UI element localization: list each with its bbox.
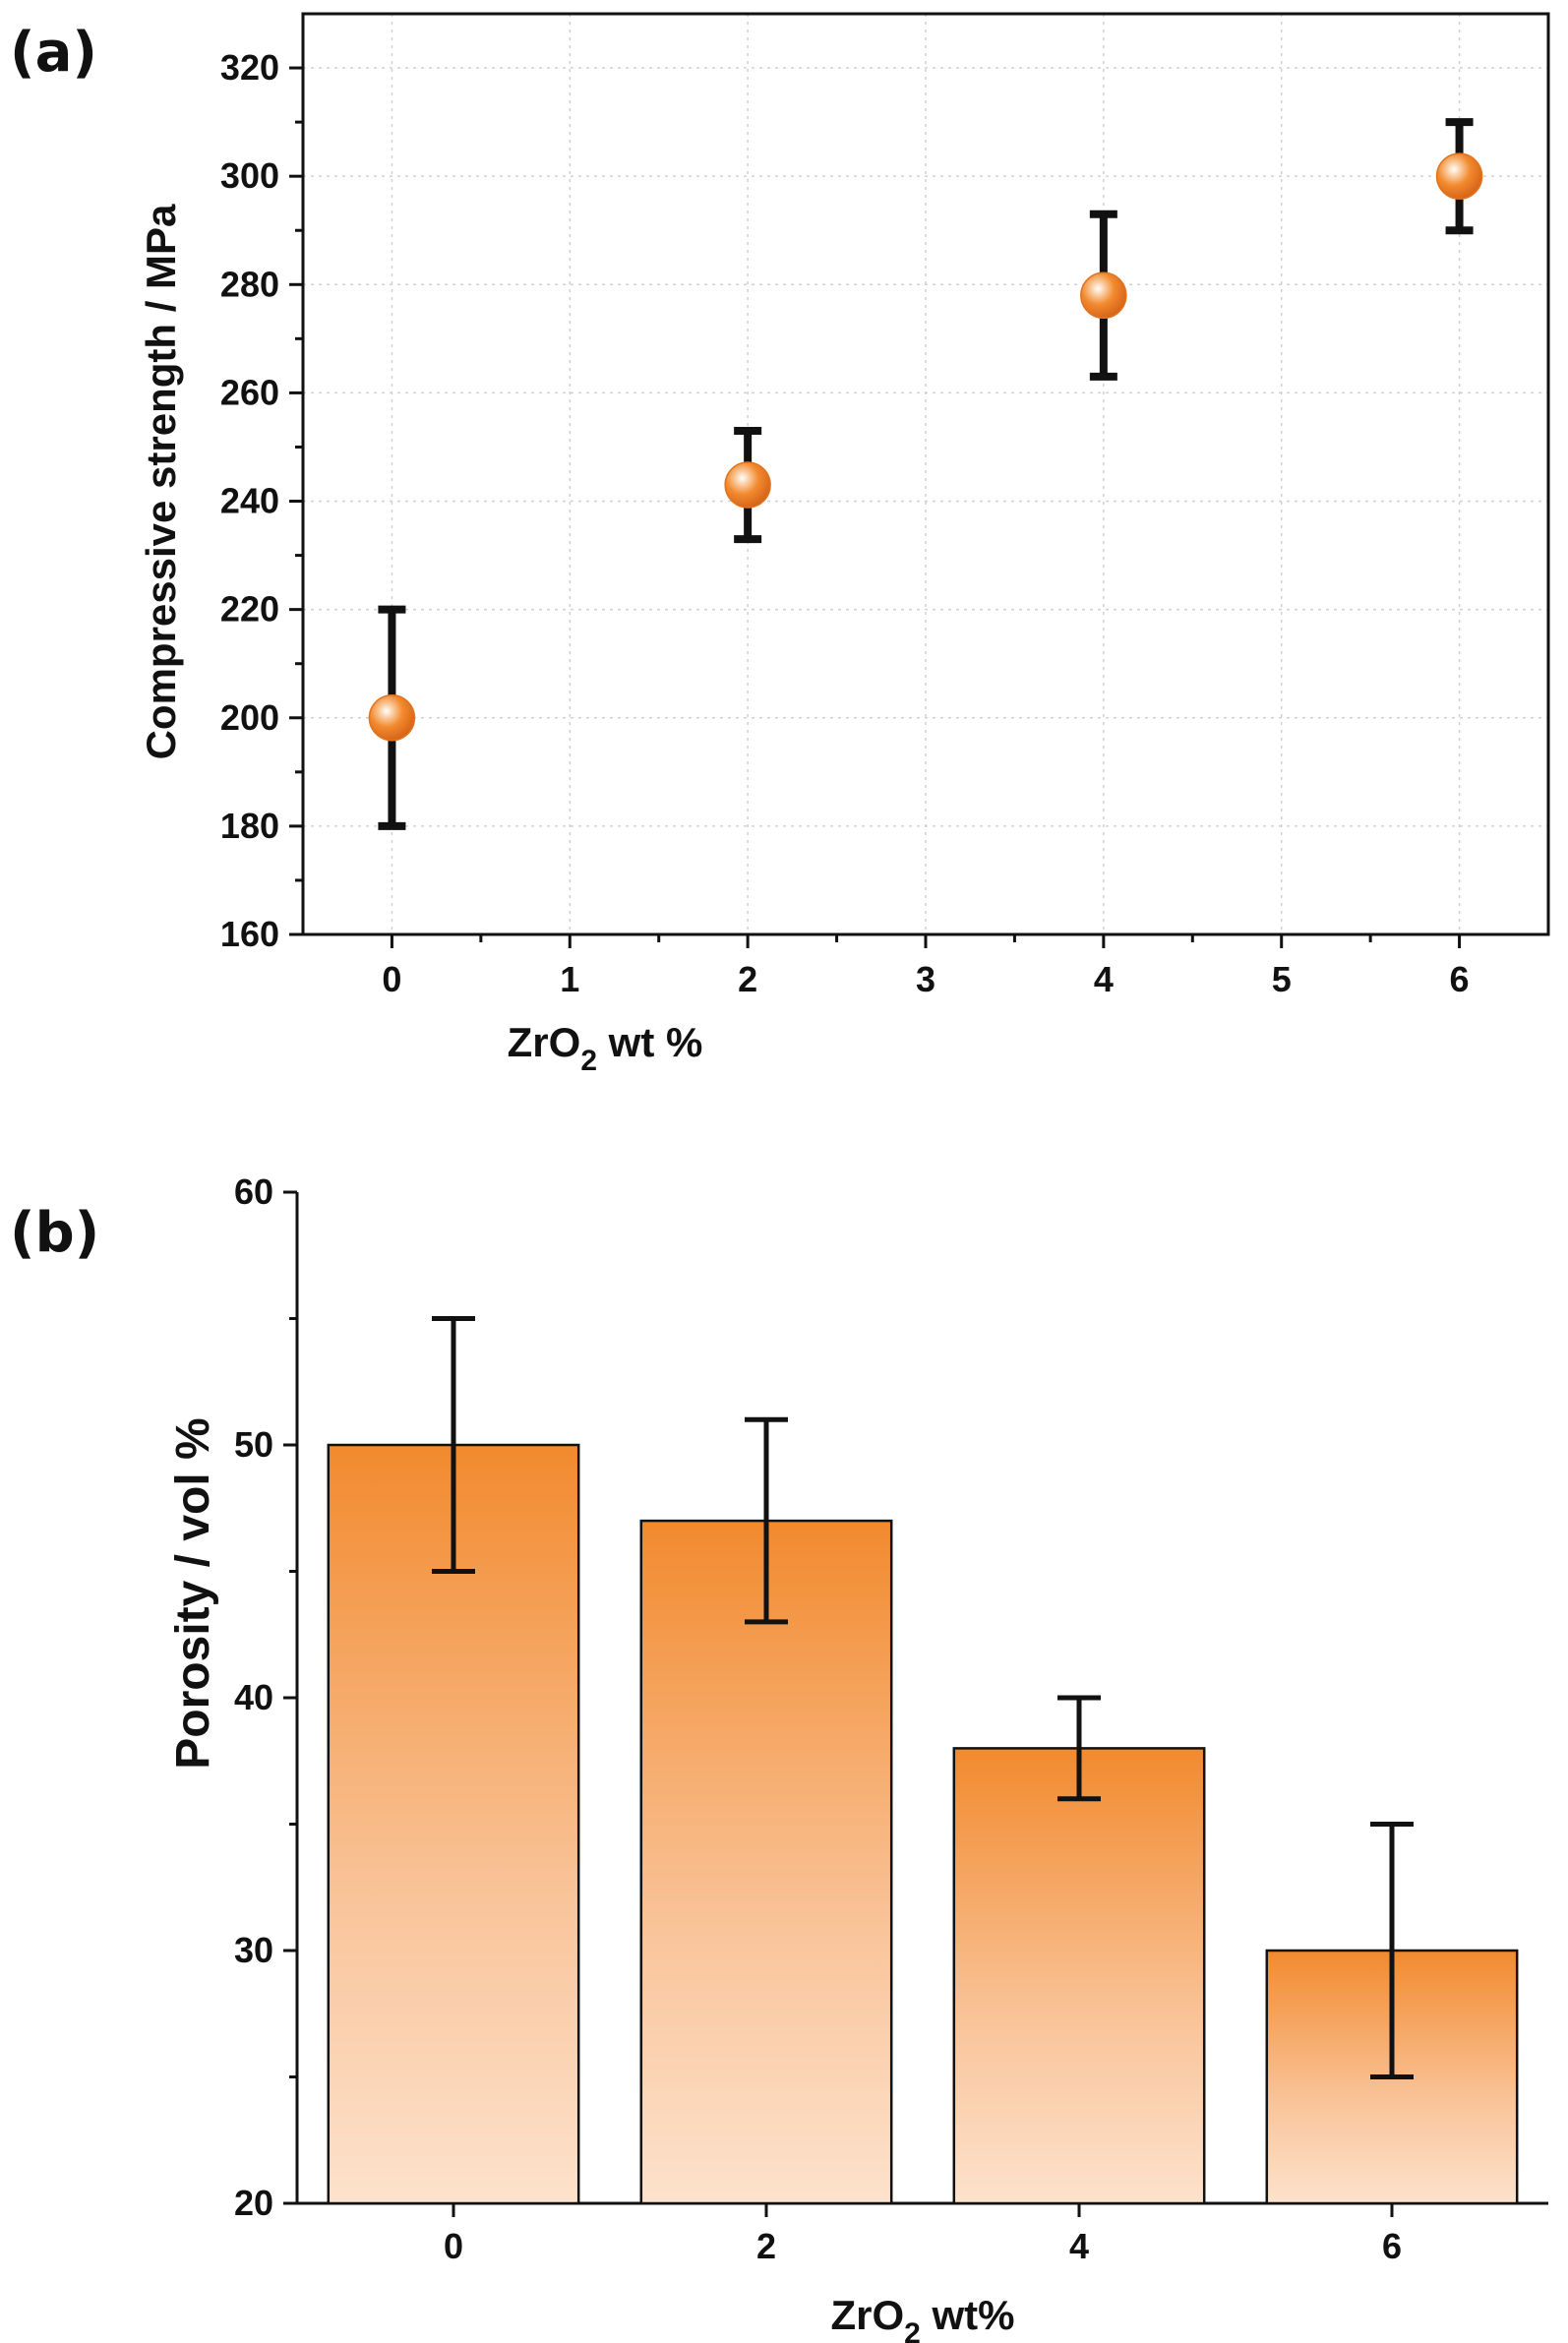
- x-tick-label-2: 2: [756, 2226, 776, 2266]
- y-tick-label-220: 220: [220, 589, 279, 630]
- panel-b-y-axis-title: Porosity / vol %: [167, 1417, 219, 1769]
- y-tick-label-30: 30: [234, 1930, 273, 1970]
- y-tick-label-300: 300: [220, 155, 279, 196]
- y-tick-label-280: 280: [220, 264, 279, 304]
- panel-b-tick-labels: 0 2 4 6 20 30 40 50 60: [234, 1172, 1402, 2266]
- panel-b-x-axis-title: ZrO2 wt%: [830, 2292, 1014, 2343]
- data-point-marker: [368, 694, 416, 742]
- x-tick-label-0: 0: [444, 2226, 463, 2266]
- panel-a-label: (a): [10, 21, 97, 85]
- panel-a-compressive-strength: (a) 0 1 2 3 4 5 6 160 180 200 220 240 260 280 300 320 C…: [10, 12, 1550, 1077]
- bar-4: [952, 1747, 1206, 2205]
- data-point-marker: [1080, 271, 1127, 320]
- x-tick-label-5: 5: [1272, 959, 1292, 999]
- panel-a-axes: [289, 12, 1550, 948]
- data-point-group: [1080, 210, 1127, 381]
- x-tick-label-0: 0: [382, 959, 401, 999]
- panel-a-tick-labels: 0 1 2 3 4 5 6 160 180 200 220 240 260 280 300 320: [220, 47, 1470, 999]
- x-tick-label-4: 4: [1094, 959, 1114, 999]
- plot-frame: [301, 12, 1550, 936]
- data-point-group: [368, 605, 416, 830]
- y-tick-label-20: 20: [234, 2183, 273, 2223]
- y-tick-label-40: 40: [234, 1677, 273, 1717]
- x-tick-label-6: 6: [1450, 959, 1470, 999]
- data-point-marker: [724, 461, 771, 509]
- y-tick-label-50: 50: [234, 1424, 273, 1465]
- y-tick-label-160: 160: [220, 914, 279, 954]
- x-tick-label-1: 1: [560, 959, 579, 999]
- panel-a-x-title-tail: wt %: [597, 1019, 702, 1065]
- x-tick-label-6: 6: [1382, 2226, 1402, 2266]
- panel-a-y-axis-title: Compressive strength / MPa: [138, 204, 184, 759]
- y-tick-label-260: 260: [220, 372, 279, 412]
- y-tick-label-240: 240: [220, 481, 279, 521]
- panel-a-grid: [303, 14, 1548, 935]
- y-tick-label-200: 200: [220, 697, 279, 738]
- panel-b-x-title-sub: 2: [904, 2317, 921, 2343]
- panel-b-x-title-main: ZrO: [830, 2292, 904, 2338]
- x-tick-label-3: 3: [916, 959, 935, 999]
- panel-a-x-axis-title: ZrO2 wt %: [508, 1019, 703, 1077]
- x-tick-label-2: 2: [738, 959, 757, 999]
- panel-a-x-title-sub: 2: [580, 1045, 597, 1077]
- bar-2: [639, 1519, 893, 2205]
- panel-b-label: (b): [10, 1201, 99, 1265]
- panel-a-data-points: [368, 118, 1483, 830]
- y-tick-label-320: 320: [220, 47, 279, 88]
- panel-b-x-title-tail: wt%: [921, 2292, 1015, 2338]
- data-point-group: [1435, 118, 1483, 235]
- panel-a-x-title-main: ZrO: [508, 1019, 581, 1065]
- data-point-group: [724, 426, 771, 544]
- y-tick-label-180: 180: [220, 806, 279, 846]
- y-tick-label-60: 60: [234, 1172, 273, 1212]
- panel-b-bars: [327, 1316, 1519, 2205]
- x-tick-label-4: 4: [1069, 2226, 1089, 2266]
- data-point-marker: [1435, 152, 1483, 200]
